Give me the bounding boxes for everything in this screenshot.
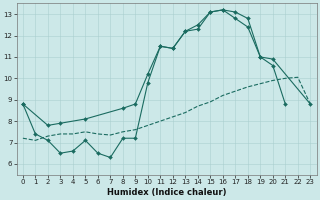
X-axis label: Humidex (Indice chaleur): Humidex (Indice chaleur): [107, 188, 226, 197]
